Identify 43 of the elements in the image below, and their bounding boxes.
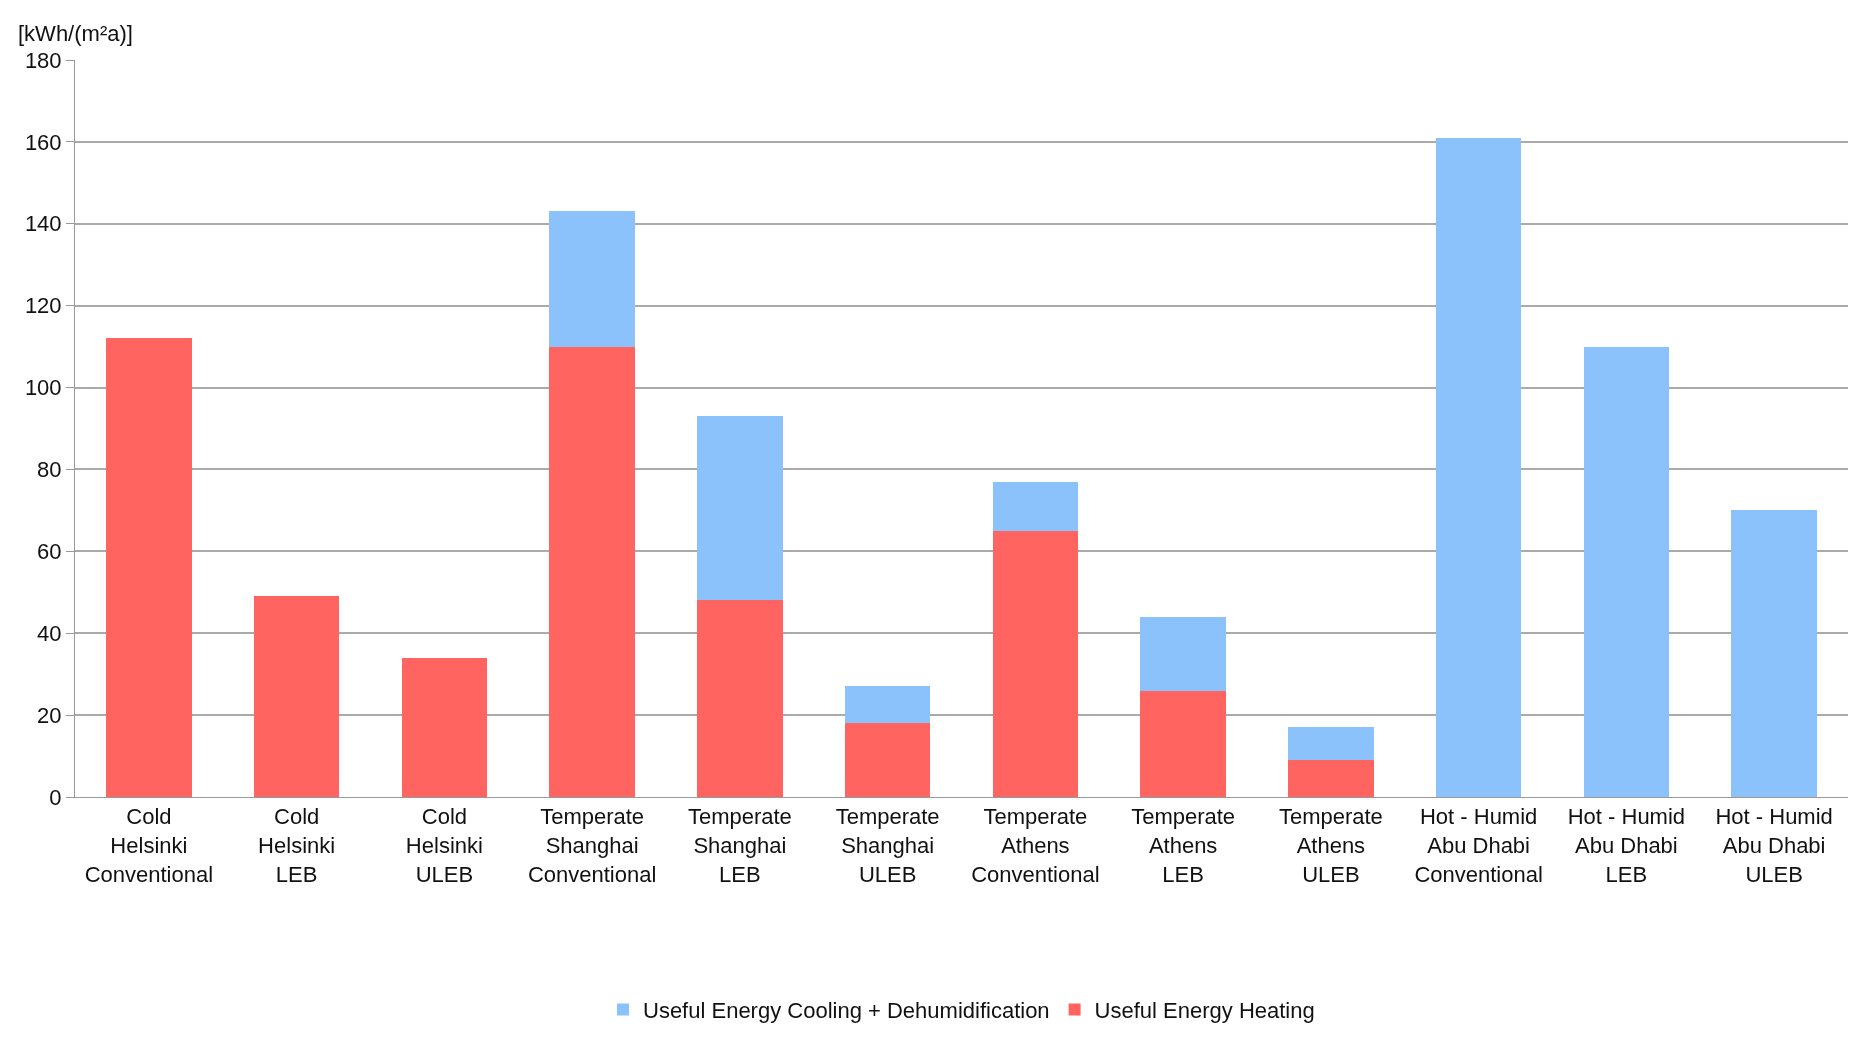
bar [992,530,1079,797]
legend-label: Useful Energy Cooling + Dehumidification [643,998,1050,1023]
bar [1140,690,1226,797]
x-tick-label: Temperate Athens LEB [1131,804,1236,887]
x-tick-label: Temperate Athens Conventional [971,804,1100,887]
y-tick-label: 180 [24,47,62,73]
x-tick-label: Temperate Shanghai LEB [687,804,792,887]
x-tick-label: Hot - Humid Abu Dhabi ULEB [1715,804,1833,887]
y-tick-label: 140 [24,211,62,237]
bar [697,416,783,601]
y-tick-label: 120 [24,293,62,319]
y-tick-label: 80 [37,457,62,483]
y-tick-label: 60 [37,539,62,565]
bar [1288,727,1374,761]
y-tick-label: 40 [37,620,62,646]
bar [549,211,635,347]
x-tick-label: Temperate Shanghai Conventional [527,804,657,887]
bar [697,600,783,797]
x-tick-label: Cold Helsinki Conventional [84,804,214,887]
x-tick-label: Temperate Athens ULEB [1278,804,1383,887]
y-tick-label: 0 [49,784,62,810]
x-tick-label: Temperate Shanghai ULEB [835,804,940,887]
bar [549,346,635,797]
bar [844,686,931,724]
legend-label: Useful Energy Heating [1094,998,1315,1023]
bar [106,338,192,797]
bar [992,481,1079,531]
x-tick-label: Cold Helsinki ULEB [405,804,483,887]
bar [1731,510,1817,797]
y-tick-label: 160 [24,129,62,155]
bar [1435,137,1522,797]
bar [1583,346,1670,797]
bar [844,723,931,797]
x-tick-label: Hot - Humid Abu Dhabi Conventional [1414,804,1543,887]
bar [401,657,488,797]
x-tick-label: Hot - Humid Abu Dhabi LEB [1567,804,1686,887]
bar [253,596,340,797]
x-tick-label: Cold Helsinki LEB [258,804,336,887]
y-tick-label: 100 [24,375,62,401]
y-axis-title: [kWh/(m²a)] [18,21,133,46]
y-tick-label: 20 [37,702,62,728]
bar [1140,616,1226,691]
bar [1288,760,1374,797]
